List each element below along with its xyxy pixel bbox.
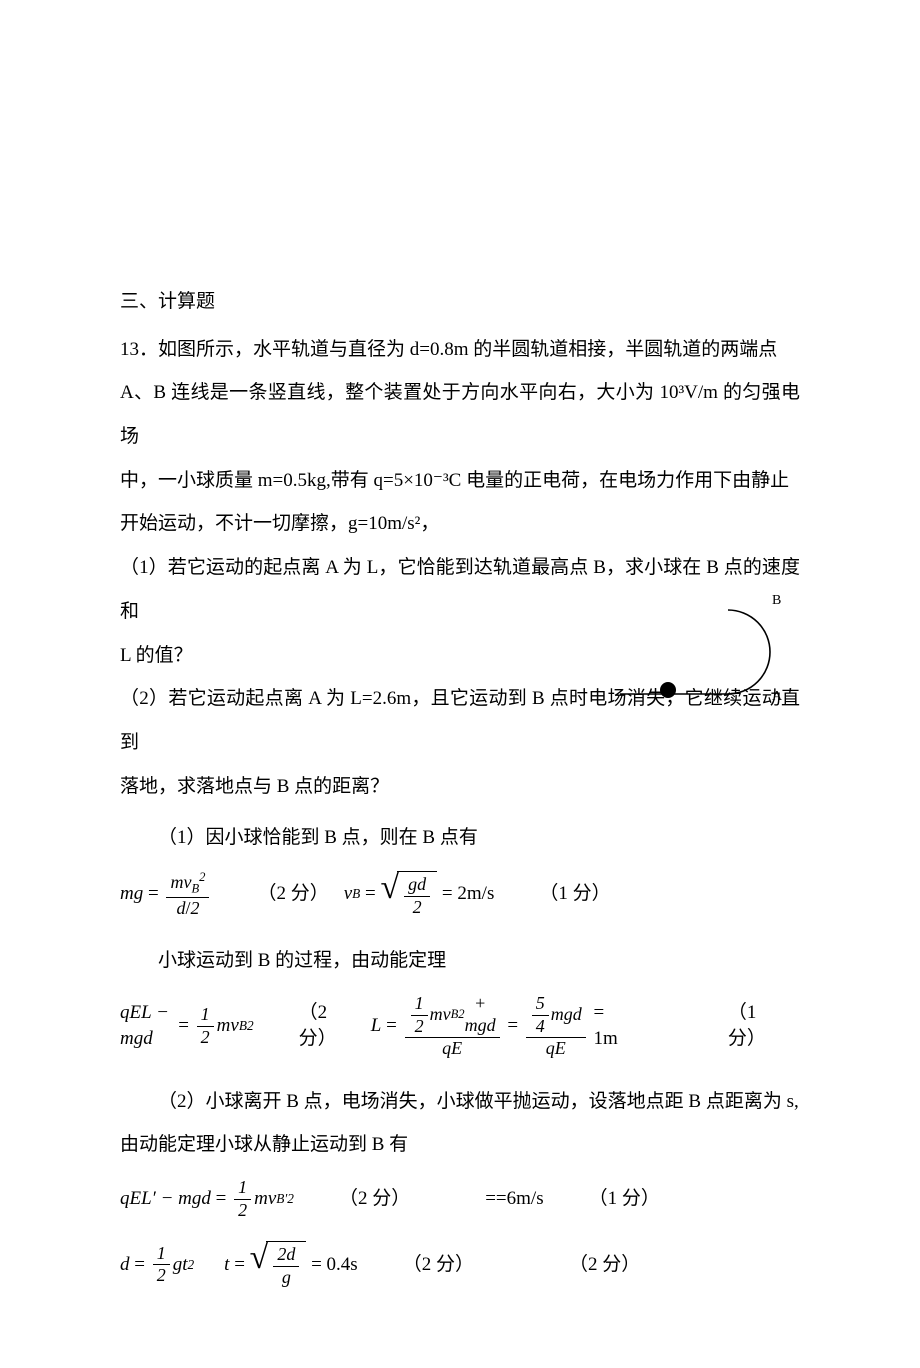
diagram-arc (728, 610, 770, 694)
problem-line-3: 中，一小球质量 m=0.5kg,带有 q=5×10⁻³C 电量的正电荷，在电场力… (120, 459, 800, 503)
diagram-label-a: A (772, 689, 783, 704)
eq3-score-2: （1 分） (589, 1186, 660, 1213)
equation-row-3: qEL′ − mgd = 1 2 mvB′2 （2 分） ==6m/s （1 分… (120, 1177, 800, 1221)
eq3-lhs: qEL′ − mgd = 1 2 mvB′2 (120, 1177, 294, 1221)
equation-row-4: d = 1 2 gt2 t = √ 2d g = 0.4s （2 分） （2 分… (120, 1241, 800, 1288)
eq1-vb: vB = √ gd 2 = 2m/s (344, 871, 495, 918)
eq3-score-1: （2 分） (339, 1186, 410, 1213)
eq2-score-1: （2 分） (299, 1000, 356, 1053)
diagram-ball (660, 682, 676, 698)
eq1-score-1: （2 分） (257, 881, 328, 908)
question-2b: 落地，求落地点与 B 点的距离？ (120, 765, 800, 809)
eq2-lhs: qEL − mgd = 1 2 mvB2 (120, 1000, 254, 1053)
problem-number: 13． (120, 339, 158, 360)
solution-line-1: （1）因小球恰能到 B 点，则在 B 点有 (120, 816, 800, 860)
solution-line-3a: （2）小球离开 B 点，电场消失，小球做平抛运动，设落地点距 B 点距离为 s, (120, 1080, 800, 1124)
problem-line-1: 13．如图所示，水平轨道与直径为 d=0.8m 的半圆轨道相接，半圆轨道的两端点 (120, 328, 800, 372)
eq4-score-1: （2 分） (403, 1252, 474, 1279)
eq1-lhs: mg = mvB2 d/2 (120, 870, 212, 919)
eq2-L: L = 1 2 mvB2 + mgd qE = 5 4 mgd (371, 993, 618, 1060)
eq2-score-2: （1 分） (728, 1000, 785, 1053)
track-diagram: B A (620, 590, 790, 720)
solution-line-3b: 由动能定理小球从静止运动到 B 有 (120, 1123, 800, 1167)
eq1-score-2: （1 分） (539, 881, 610, 908)
problem-line-4: 开始运动，不计一切摩擦，g=10m/s²， (120, 502, 800, 546)
eq3-val: ==6m/s (485, 1186, 543, 1213)
eq4-score-2: （2 分） (569, 1252, 640, 1279)
problem-line-2: A、B 连线是一条竖直线，整个装置处于方向水平向右，大小为 10³V/m 的匀强… (120, 371, 800, 458)
eq4-t: t = √ 2d g = 0.4s (224, 1241, 358, 1288)
section-heading: 三、计算题 (120, 280, 800, 324)
eq4-d: d = 1 2 gt2 (120, 1243, 194, 1287)
diagram-label-b: B (772, 593, 781, 608)
solution-line-2: 小球运动到 B 的过程，由动能定理 (120, 939, 800, 983)
equation-row-2: qEL − mgd = 1 2 mvB2 （2 分） L = 1 2 mvB2 … (120, 993, 800, 1060)
equation-row-1: mg = mvB2 d/2 （2 分） vB = √ gd 2 = 2m/s （… (120, 870, 800, 919)
